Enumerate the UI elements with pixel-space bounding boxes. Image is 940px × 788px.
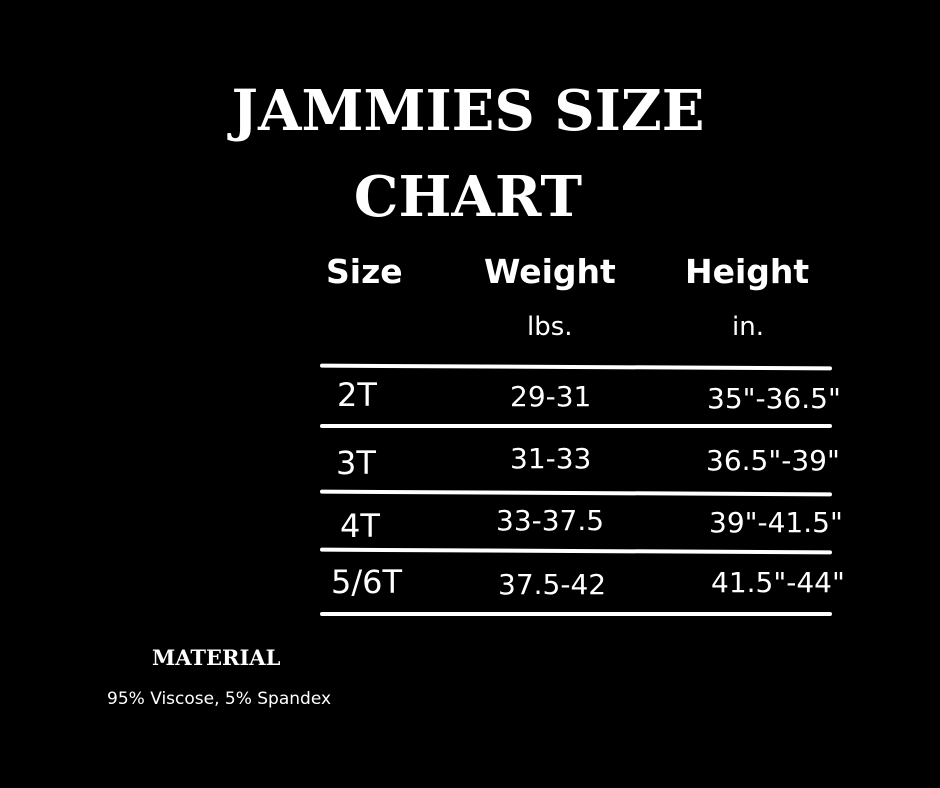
title-line-1: JAMMIES SIZE — [231, 78, 705, 144]
weight-unit: lbs. — [527, 312, 573, 342]
divider — [320, 424, 832, 428]
row-height: 35"-36.5" — [707, 382, 841, 415]
header-weight: Weight — [484, 252, 616, 291]
row-size: 3T — [336, 444, 376, 482]
height-unit: in. — [732, 312, 764, 342]
material-value: 95% Viscose, 5% Spandex — [107, 689, 332, 709]
divider — [319, 547, 833, 555]
header-height: Height — [685, 252, 810, 291]
row-weight: 33-37.5 — [496, 504, 605, 537]
row-size: 4T — [340, 507, 380, 545]
title-line-2: CHART — [353, 164, 583, 230]
material-label: MATERIAL — [152, 645, 281, 670]
row-size: 2T — [337, 376, 377, 414]
divider — [320, 612, 832, 616]
row-height: 36.5"-39" — [706, 444, 840, 477]
row-height: 39"-41.5" — [709, 506, 843, 539]
row-size: 5/6T — [331, 563, 403, 601]
row-weight: 29-31 — [510, 380, 592, 413]
row-weight: 37.5-42 — [498, 568, 607, 601]
row-height: 41.5"-44" — [711, 566, 845, 599]
header-size: Size — [326, 252, 403, 291]
divider — [319, 363, 833, 371]
divider — [319, 489, 833, 497]
row-weight: 31-33 — [510, 442, 592, 475]
